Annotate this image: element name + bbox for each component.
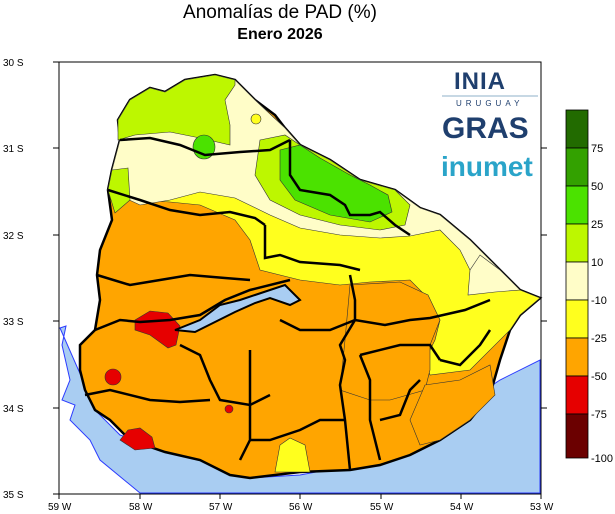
- zone-cream-east: [467, 254, 521, 296]
- zone-yellow-spot: [250, 113, 262, 125]
- rio-negro-lake: [174, 283, 302, 334]
- svg-text:-75: -75: [591, 409, 607, 421]
- svg-text:10: 10: [591, 257, 603, 269]
- x-tick-56w: 56 W: [289, 502, 313, 513]
- zone-red-3: [224, 404, 234, 414]
- svg-text:-25: -25: [591, 333, 607, 345]
- inumet-logo: inumet: [441, 151, 533, 182]
- svg-text:-100: -100: [591, 453, 613, 465]
- y-tick-33s: 33 S: [3, 317, 24, 328]
- x-tick-58w: 58 W: [129, 502, 153, 513]
- svg-text:75: 75: [591, 143, 603, 155]
- y-axis: 30 S 31 S 32 S 33 S 34 S 35 S: [3, 58, 547, 501]
- x-axis: 59 W 58 W 57 W 56 W 55 W 54 W 53 W: [48, 494, 554, 513]
- x-tick-59w: 59 W: [48, 502, 72, 513]
- gras-logo: GRAS: [442, 112, 529, 145]
- svg-text:-10: -10: [591, 295, 607, 307]
- logo-panel: [438, 64, 540, 192]
- zone-orange-southeast: [409, 364, 496, 446]
- svg-text:50: 50: [591, 181, 603, 193]
- zone-south-yellow: [274, 437, 311, 473]
- x-tick-53w: 53 W: [530, 502, 554, 513]
- zone-25-50: [279, 144, 393, 223]
- x-tick-55w: 55 W: [370, 502, 394, 513]
- svg-text:25: 25: [591, 219, 603, 231]
- zone-10-25-west: [107, 167, 131, 214]
- map-title: Anomalías de PAD (%): [183, 2, 377, 23]
- svg-text:-50: -50: [591, 371, 607, 383]
- map-subtitle: Enero 2026: [237, 26, 323, 43]
- y-tick-34s: 34 S: [3, 404, 24, 415]
- y-tick-31s: 31 S: [3, 144, 24, 155]
- department-borders: [84, 136, 492, 471]
- uruguay-text: URUGUAY: [456, 99, 524, 108]
- y-tick-30s: 30 S: [3, 58, 24, 69]
- colorbar: [565, 109, 589, 459]
- zone-red-4: [119, 427, 156, 451]
- y-tick-32s: 32 S: [3, 231, 24, 242]
- x-tick-57w: 57 W: [209, 502, 233, 513]
- colorbar-labels: 75 50 25 10 -10 -25 -50 -75 -100: [591, 143, 613, 465]
- y-tick-35s: 35 S: [3, 490, 24, 501]
- x-tick-54w: 54 W: [450, 502, 474, 513]
- inia-logo: INIA: [454, 68, 506, 95]
- zone-10-25-north: [117, 74, 236, 146]
- zone-red-2: [104, 368, 122, 386]
